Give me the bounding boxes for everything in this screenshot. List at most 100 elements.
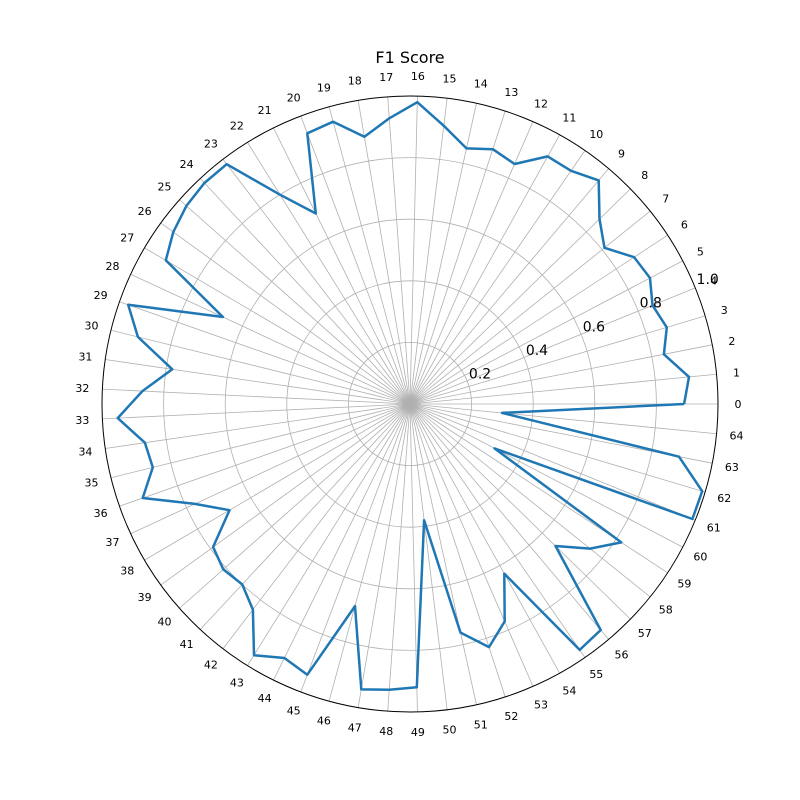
category-label-1: 1 [733,366,740,379]
category-label-62: 62 [717,492,731,505]
spoke-47 [357,403,411,708]
spoke-53 [409,403,534,687]
spoke-64 [409,403,717,435]
spoke-29 [119,301,411,405]
spoke-12 [409,121,534,405]
category-label-56: 56 [615,649,629,662]
category-label-26: 26 [138,205,152,218]
spoke-19 [328,106,411,405]
spoke-4 [409,287,696,405]
category-label-11: 11 [562,111,576,124]
spoke-41 [199,403,411,630]
spoke-30 [110,329,411,405]
rtick-label-0: 0.2 [469,366,491,382]
category-label-18: 18 [348,75,362,88]
spoke-31 [105,359,411,405]
spoke-17 [387,96,411,405]
category-label-25: 25 [157,180,171,193]
category-label-14: 14 [474,78,488,91]
category-label-40: 40 [157,616,171,629]
category-label-61: 61 [707,522,721,535]
spoke-20 [300,115,411,405]
spoke-16 [409,96,418,405]
spoke-50 [409,403,448,710]
category-label-43: 43 [230,677,244,690]
spoke-13 [409,110,506,405]
category-label-44: 44 [258,692,272,705]
category-label-37: 37 [106,536,120,549]
category-label-4: 4 [710,274,717,287]
spoke-51 [409,403,477,705]
angular-tick-labels: 0123456789101112131415161718192021222324… [75,70,743,739]
spoke-18 [357,100,411,405]
spoke-27 [144,247,411,405]
category-label-7: 7 [662,193,669,206]
spoke-60 [409,403,683,548]
category-label-28: 28 [106,260,120,273]
category-label-51: 51 [474,718,488,731]
rtick-label-2: 0.6 [583,319,605,335]
chart-title: F1 Score [375,48,444,67]
spoke-42 [222,403,411,649]
category-label-36: 36 [94,507,108,520]
category-label-32: 32 [75,382,89,395]
category-label-8: 8 [641,169,648,182]
spoke-24 [199,178,411,405]
category-label-6: 6 [681,218,688,231]
category-label-35: 35 [85,476,99,489]
category-label-15: 15 [443,72,457,85]
spoke-22 [247,142,411,405]
series-layer [116,100,704,691]
rtick-label-4: 1.0 [697,272,719,288]
category-label-64: 64 [729,430,743,443]
spoke-14 [409,103,477,405]
category-label-3: 3 [721,304,728,317]
category-label-20: 20 [287,91,301,104]
spoke-58 [409,403,651,598]
category-label-16: 16 [411,70,425,83]
spoke-6 [409,234,668,405]
spoke-23 [222,159,411,405]
category-label-59: 59 [677,578,691,591]
category-label-23: 23 [204,137,218,150]
category-label-60: 60 [693,550,707,563]
radial-tick-labels: 0.2 0.4 0.6 0.8 1.0 [469,272,719,382]
category-label-46: 46 [317,714,331,727]
category-label-19: 19 [317,82,331,95]
category-label-50: 50 [443,724,457,737]
spoke-33 [102,403,411,420]
spoke-1 [409,373,717,405]
spoke-32 [102,388,411,405]
category-label-0: 0 [735,398,742,411]
spoke-8 [409,188,631,405]
spoke-56 [409,403,609,640]
outer-frame [101,95,719,713]
spoke-36 [119,403,411,507]
spoke-7 [409,210,651,405]
category-label-34: 34 [78,445,92,458]
category-label-55: 55 [589,668,603,681]
category-label-30: 30 [85,320,99,333]
spoke-49 [409,403,418,712]
rtick-label-3: 0.8 [640,296,662,312]
spoke-9 [409,168,609,405]
spoke-62 [409,403,706,493]
spoke-59 [409,403,668,574]
spoke-21 [273,127,411,405]
category-label-41: 41 [180,638,194,651]
category-label-9: 9 [618,147,625,160]
spoke-43 [247,403,411,666]
spoke-39 [160,403,411,586]
spoke-26 [160,222,411,405]
category-label-54: 54 [562,685,576,698]
spoke-46 [328,403,411,702]
category-label-58: 58 [659,603,673,616]
category-label-38: 38 [120,564,134,577]
spoke-2 [409,344,713,405]
rtick-label-1: 0.4 [526,343,548,359]
spoke-55 [409,403,586,658]
category-label-13: 13 [504,86,518,99]
spoke-37 [130,403,411,535]
category-label-42: 42 [204,659,218,672]
spoke-15 [409,98,448,405]
